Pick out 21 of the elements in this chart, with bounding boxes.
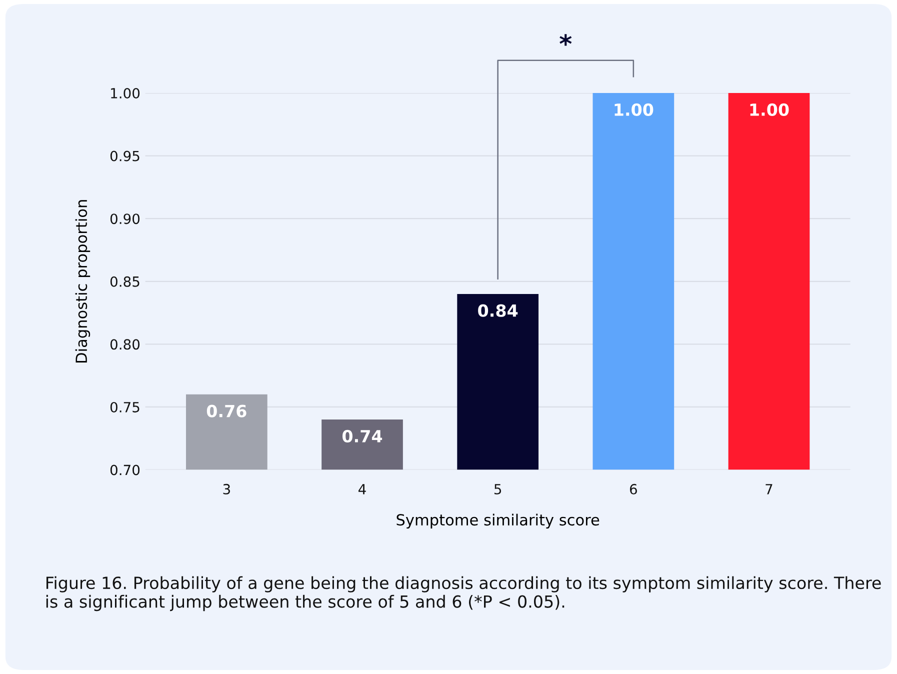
y-tick-label: 0.75: [110, 402, 140, 412]
y-axis-title: Diagnostic proportion: [75, 200, 90, 362]
y-tick-label: 0.90: [110, 214, 140, 224]
x-tick-label: 5: [494, 484, 502, 494]
y-tick-label: 0.80: [110, 339, 140, 350]
data-label: 0.84: [478, 304, 518, 317]
data-label: 0.74: [342, 430, 382, 442]
x-tick-label: 4: [358, 484, 366, 494]
caption: Figure 16. Probability of a gene being the diagnosis according to its symptom similarity score. There is a significant jump between the score of 5 and 6 (*P < 0.05).: [46, 576, 881, 612]
y-tick-label: 0.85: [110, 276, 140, 287]
data-label: 0.76: [206, 404, 246, 418]
data-label: 1.00: [750, 103, 789, 116]
x-tick-label: 7: [766, 484, 772, 494]
data-label: 1.00: [614, 103, 654, 116]
x-axis-title: Symptome similarity score: [396, 514, 600, 529]
y-tick-label: 0.95: [110, 150, 140, 162]
y-tick-label: 1.00: [111, 88, 140, 98]
text: *: [560, 34, 572, 46]
x-tick-label: 6: [630, 484, 637, 494]
x-tick-label: 3: [223, 484, 230, 494]
y-tick-label: 0.70: [110, 464, 140, 476]
